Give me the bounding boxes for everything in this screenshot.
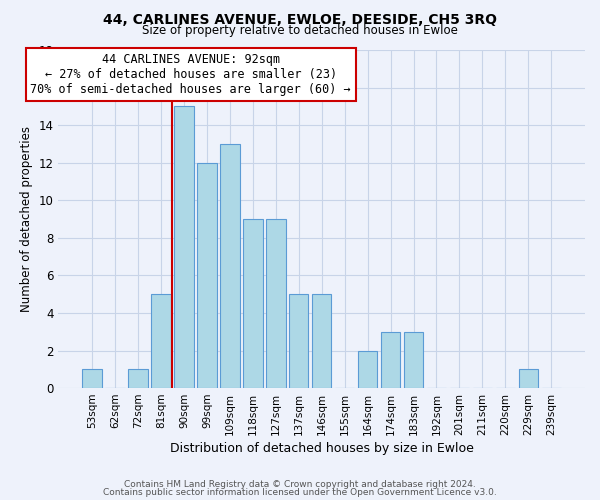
Bar [174,106,194,388]
Text: Contains public sector information licensed under the Open Government Licence v3: Contains public sector information licen… [103,488,497,497]
Text: Contains HM Land Registry data © Crown copyright and database right 2024.: Contains HM Land Registry data © Crown c… [124,480,476,489]
Bar [151,294,171,388]
Bar [312,294,331,388]
Bar [266,219,286,388]
Bar [381,332,400,388]
Text: 44 CARLINES AVENUE: 92sqm
← 27% of detached houses are smaller (23)
70% of semi-: 44 CARLINES AVENUE: 92sqm ← 27% of detac… [31,53,351,96]
X-axis label: Distribution of detached houses by size in Ewloe: Distribution of detached houses by size … [170,442,473,455]
Bar [128,370,148,388]
Bar [197,162,217,388]
Text: 44, CARLINES AVENUE, EWLOE, DEESIDE, CH5 3RQ: 44, CARLINES AVENUE, EWLOE, DEESIDE, CH5… [103,12,497,26]
Bar [82,370,102,388]
Text: Size of property relative to detached houses in Ewloe: Size of property relative to detached ho… [142,24,458,37]
Bar [220,144,239,388]
Y-axis label: Number of detached properties: Number of detached properties [20,126,33,312]
Bar [358,350,377,388]
Bar [289,294,308,388]
Bar [243,219,263,388]
Bar [404,332,423,388]
Bar [518,370,538,388]
